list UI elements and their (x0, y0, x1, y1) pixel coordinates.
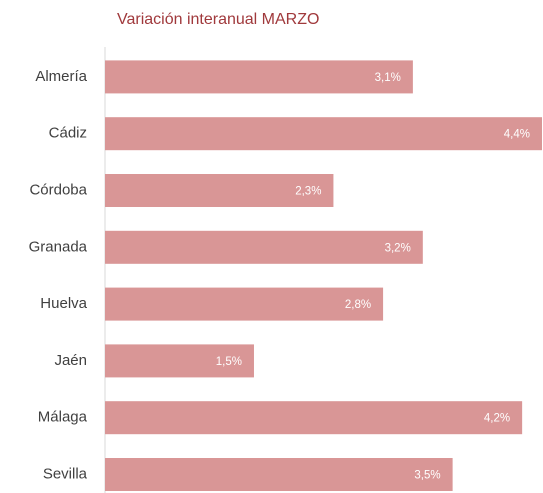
bar (105, 60, 413, 94)
value-label: 4,2% (484, 413, 510, 425)
value-label: 3,2% (385, 242, 411, 254)
category-label: Jaén (54, 352, 87, 369)
category-label: Huelva (40, 295, 87, 312)
category-label: Córdoba (29, 181, 87, 198)
chart-title: Variación interanual MARZO (117, 11, 319, 28)
category-label: Cádiz (49, 125, 87, 142)
value-label: 2,3% (295, 186, 321, 198)
bar (105, 401, 523, 435)
category-label: Málaga (38, 409, 88, 426)
bar (105, 287, 384, 321)
category-label: Granada (29, 238, 88, 255)
bar (105, 458, 453, 491)
bar (105, 174, 334, 207)
value-label: 1,5% (216, 356, 242, 368)
value-label: 3,5% (414, 470, 440, 482)
value-label: 2,8% (345, 299, 371, 311)
bar (105, 344, 254, 378)
category-label: Almería (35, 68, 87, 85)
bar (105, 117, 542, 151)
value-label: 4,4% (504, 129, 530, 141)
value-label: 3,1% (375, 72, 401, 84)
bar (105, 230, 423, 264)
category-label: Sevilla (43, 465, 88, 482)
